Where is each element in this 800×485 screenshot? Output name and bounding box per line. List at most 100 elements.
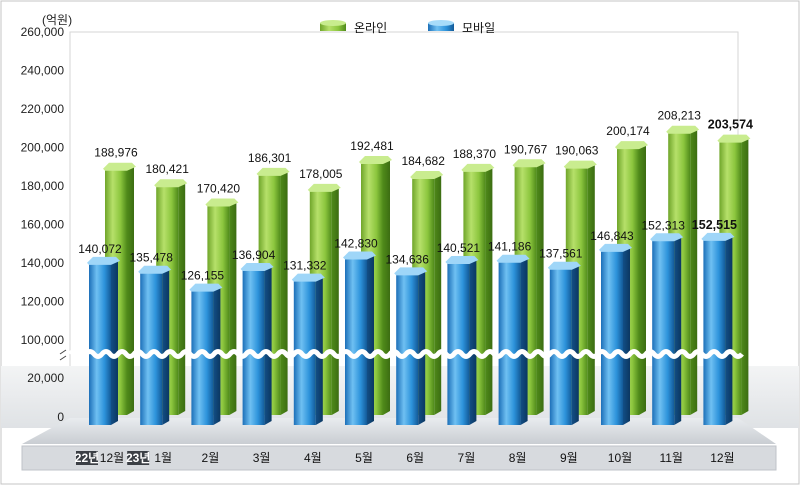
y-tick-label: 140,000 xyxy=(21,256,65,270)
legend-label-mobile: 모바일 xyxy=(462,21,495,35)
bar-side xyxy=(571,263,579,425)
data-label-mobile: 131,332 xyxy=(283,259,327,273)
bar-top xyxy=(138,265,172,274)
bar-top xyxy=(189,283,223,292)
data-label-online: 184,682 xyxy=(402,154,446,168)
bar-side xyxy=(280,169,288,415)
legend: 온라인 모바일 xyxy=(320,20,495,35)
bar-mobile xyxy=(445,255,479,425)
bar-mobile xyxy=(138,265,172,425)
month-label: 12월 xyxy=(100,451,124,465)
data-label-online: 190,063 xyxy=(555,144,599,158)
bar-top xyxy=(359,155,392,164)
data-label-mobile: 140,072 xyxy=(78,242,122,256)
y-tick-label: 0 xyxy=(57,410,64,424)
bar-mobile xyxy=(701,232,735,425)
data-label-online: 178,005 xyxy=(299,167,343,181)
bar-top xyxy=(291,273,325,282)
bar-side xyxy=(315,275,323,425)
bar-side xyxy=(434,172,442,415)
data-label-mobile: 141,186 xyxy=(488,240,532,254)
data-label-mobile: 142,830 xyxy=(334,237,378,251)
bar-mobile xyxy=(343,251,376,425)
bar-side xyxy=(162,267,170,425)
bar-mobile xyxy=(394,267,428,425)
year-badge xyxy=(76,451,98,465)
bar-side xyxy=(418,269,426,425)
bar-side xyxy=(587,162,595,415)
bar-top xyxy=(410,170,444,179)
bar-face xyxy=(703,238,726,425)
bar-mobile xyxy=(240,262,274,425)
bar-top xyxy=(461,163,495,172)
data-label-mobile: 137,561 xyxy=(539,247,583,261)
data-label-online: 186,301 xyxy=(248,151,292,165)
bar-side xyxy=(485,165,493,415)
y-tick-label: 20,000 xyxy=(27,371,64,385)
bar-mobile xyxy=(291,273,325,425)
bar-top xyxy=(205,198,239,207)
bar-side xyxy=(331,185,339,415)
bar-face xyxy=(89,262,111,425)
month-label: 2월 xyxy=(202,451,220,465)
bar-side xyxy=(741,136,749,415)
bar-face xyxy=(345,257,367,425)
bar-top xyxy=(445,255,479,264)
data-label-online: 203,574 xyxy=(708,118,753,132)
bar-face xyxy=(549,267,572,425)
bar-top xyxy=(343,251,376,260)
bar-side xyxy=(469,257,477,425)
bar-mobile xyxy=(189,283,223,425)
data-label-online: 200,174 xyxy=(606,124,650,138)
bar-top xyxy=(547,261,581,270)
data-label-online: 180,421 xyxy=(146,162,190,176)
bar-side xyxy=(367,253,374,425)
bar-top xyxy=(599,243,632,252)
month-label: 9월 xyxy=(560,451,578,465)
data-label-mobile: 140,521 xyxy=(437,241,481,255)
bar-side xyxy=(111,258,118,425)
year-badge xyxy=(127,451,150,465)
month-label: 1월 xyxy=(154,451,172,465)
bar-top xyxy=(394,267,428,276)
bar-top xyxy=(615,141,648,150)
axis-break-marker xyxy=(59,349,67,361)
bar-top xyxy=(717,134,751,143)
legend-item-mobile: 모바일 xyxy=(428,20,495,35)
month-label: 5월 xyxy=(355,451,373,465)
y-axis: 260,000 240,000 220,000 200,000 180,000 160,0… xyxy=(21,25,67,424)
y-tick-label: 240,000 xyxy=(21,64,65,78)
legend-item-online: 온라인 xyxy=(320,20,387,35)
bar-top xyxy=(666,125,700,134)
bars xyxy=(87,125,751,425)
month-label: 4월 xyxy=(304,451,322,465)
bar-side xyxy=(639,143,646,416)
data-label-mobile: 146,843 xyxy=(590,229,634,243)
bar-top xyxy=(154,179,188,188)
legend-swatch-mobile xyxy=(428,20,454,31)
data-label-online: 192,481 xyxy=(350,139,394,153)
bar-top xyxy=(496,254,530,263)
bar-side xyxy=(383,157,390,416)
x-axis: 22년 12월 23년 1월 2월 3월 4월 5월 6월 7월 8월 9월 10월 11월 12월 xyxy=(75,451,735,465)
bar-top xyxy=(87,256,120,265)
data-label-online: 188,976 xyxy=(94,146,138,160)
y-tick-label: 180,000 xyxy=(21,179,65,193)
bar-top xyxy=(103,162,136,171)
bar-face xyxy=(396,273,419,425)
axis-break xyxy=(68,349,744,359)
month-label: 3월 xyxy=(253,451,271,465)
bar-side xyxy=(623,245,630,425)
bar-face xyxy=(140,271,163,425)
axis-break-wave xyxy=(68,349,744,359)
bar-mobile xyxy=(87,256,120,425)
bar-mobile xyxy=(650,233,684,425)
bar-face xyxy=(447,261,470,425)
y-tick-label: 160,000 xyxy=(21,218,65,232)
y-tick-label: 200,000 xyxy=(21,141,65,155)
legend-swatch-online xyxy=(320,20,346,31)
bar-face xyxy=(293,279,316,425)
bar-top xyxy=(307,183,341,192)
